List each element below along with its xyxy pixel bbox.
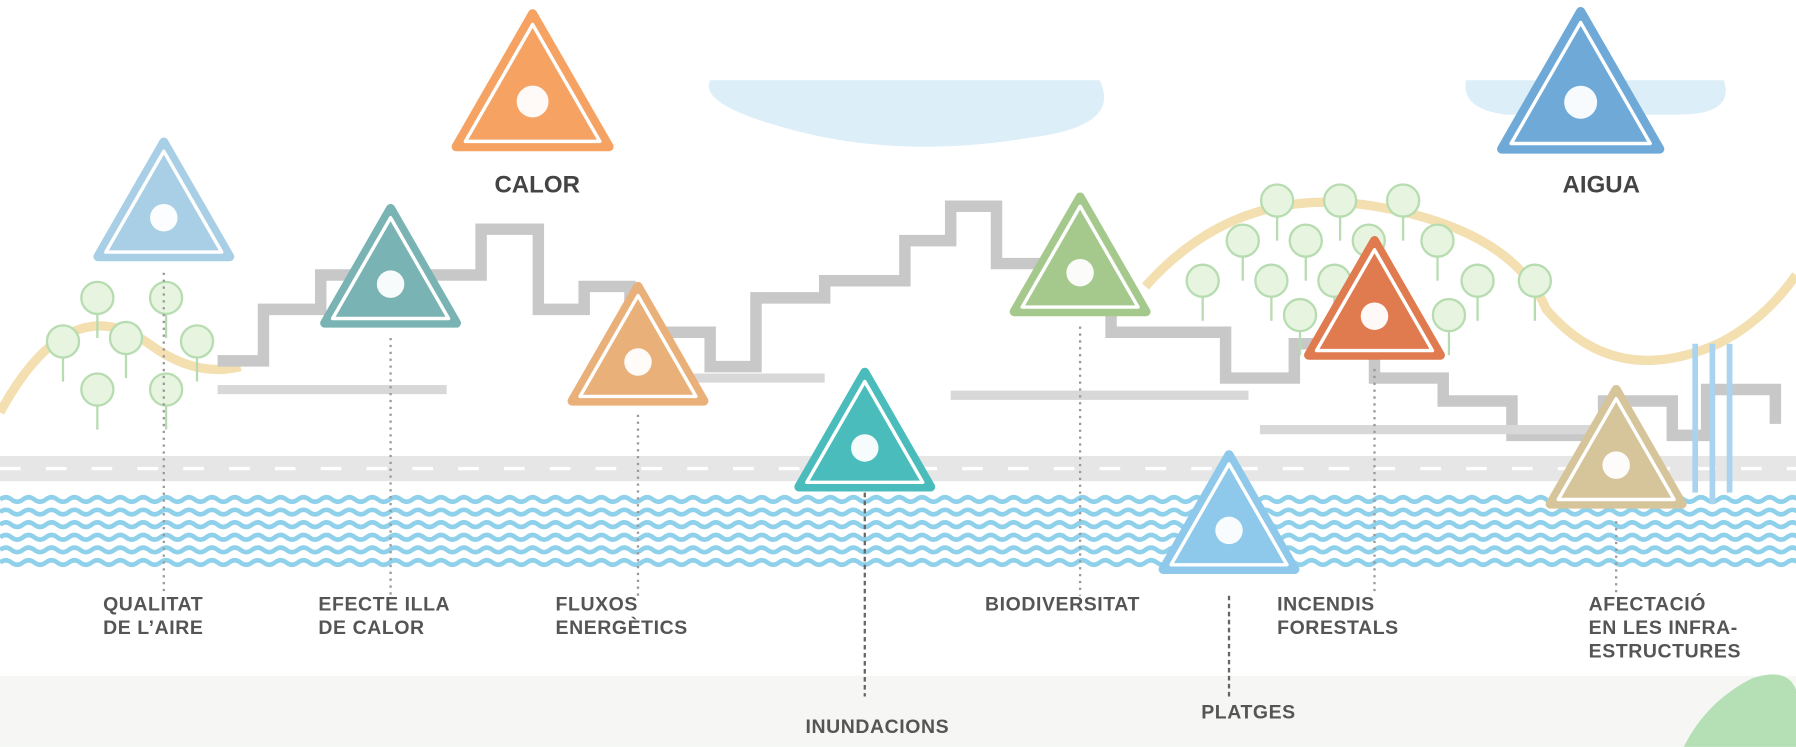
sign-icon — [624, 348, 651, 375]
tree-crown — [1290, 225, 1322, 257]
tree-crown — [1284, 299, 1316, 331]
sign-icon — [1066, 259, 1093, 286]
page: CALOR AIGUA QUALITATDE L’AIRE EFECTE ILLADE… — [0, 0, 1796, 747]
risk-label: ESTRUCTURES — [1589, 641, 1741, 663]
header-label: CALOR — [494, 172, 580, 199]
sign-icon — [1602, 451, 1629, 478]
tree-crown — [1227, 225, 1259, 257]
risk-label: INUNDACIONS — [806, 716, 950, 738]
tree-crown — [1255, 265, 1287, 297]
sign-icon — [1215, 517, 1242, 544]
risk-label: FLUXOS — [556, 594, 638, 616]
tree-crown — [1421, 225, 1453, 257]
tree-crown — [1433, 299, 1465, 331]
risk-label: ENERGÈTICS — [556, 616, 688, 639]
risk-label: EFECTE ILLA — [318, 594, 450, 616]
sign-icon — [377, 270, 404, 297]
risk-label: INCENDIS — [1277, 594, 1375, 616]
tree-crown — [1462, 265, 1494, 297]
risk-label: BIODIVERSITAT — [985, 594, 1140, 616]
sign-icon — [1361, 302, 1388, 329]
tree-crown — [1387, 185, 1419, 217]
infographic: CALOR AIGUA QUALITATDE L’AIRE EFECTE ILLADE… — [0, 0, 1796, 747]
risk-label: DE CALOR — [318, 617, 424, 639]
tree-crown — [150, 282, 182, 314]
sign-icon — [851, 434, 878, 461]
tree-crown — [81, 374, 113, 406]
sign-icon — [150, 204, 177, 231]
tree-crown — [81, 282, 113, 314]
sign-icon — [1564, 86, 1597, 119]
risk-label: PLATGES — [1201, 701, 1296, 723]
risk-label: AFECTACIÓ — [1589, 592, 1706, 616]
risk-label: FORESTALS — [1277, 617, 1399, 639]
tree-crown — [110, 322, 142, 354]
tree-crown — [1187, 265, 1219, 297]
tree-crown — [47, 325, 79, 357]
tree-crown — [150, 374, 182, 406]
risk-label: DE L’AIRE — [103, 617, 203, 639]
tree-crown — [1519, 265, 1551, 297]
tree-crown — [1324, 185, 1356, 217]
tree-crown — [181, 325, 213, 357]
risk-label: QUALITAT — [103, 594, 203, 616]
risk-label: EN LES INFRA- — [1589, 617, 1738, 639]
header-label: AIGUA — [1563, 172, 1640, 199]
sign-icon — [517, 86, 549, 118]
tree-crown — [1261, 185, 1293, 217]
